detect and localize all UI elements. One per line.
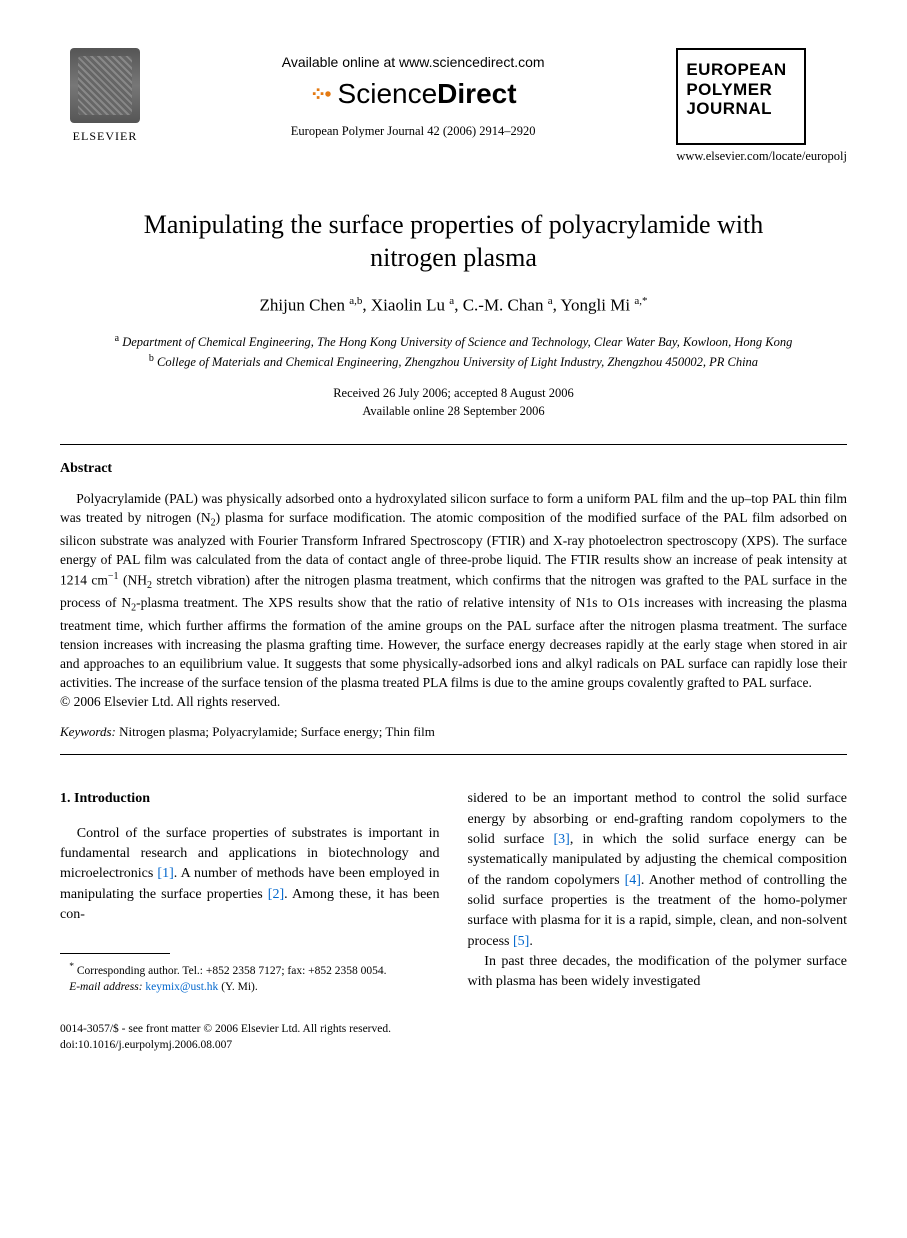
journal-line-1: EUROPEAN (686, 60, 796, 80)
rule-top (60, 444, 847, 445)
doi-line: doi:10.1016/j.eurpolymj.2006.08.007 (60, 1037, 847, 1053)
journal-line-3: JOURNAL (686, 99, 796, 119)
keywords-text: Nitrogen plasma; Polyacrylamide; Surface… (116, 724, 435, 739)
footnote-email: E-mail address: keymix@ust.hk (Y. Mi). (60, 979, 440, 995)
affiliation-a: a Department of Chemical Engineering, Th… (60, 332, 847, 352)
elsevier-tree-icon (70, 48, 140, 123)
keywords-line: Keywords: Nitrogen plasma; Polyacrylamid… (60, 724, 847, 740)
affiliation-b: b College of Materials and Chemical Engi… (60, 352, 847, 372)
article-dates: Received 26 July 2006; accepted 8 August… (60, 385, 847, 420)
bottom-meta: 0014-3057/$ - see front matter © 2006 El… (60, 1021, 847, 1053)
authors-line: Zhijun Chen a,b, Xiaolin Lu a, C.-M. Cha… (60, 295, 847, 316)
page-container: ELSEVIER Available online at www.science… (0, 0, 907, 1093)
dates-received: Received 26 July 2006; accepted 8 August… (60, 385, 847, 403)
sd-brand-text: ScienceDirect (338, 78, 517, 110)
footnote-corresponding: * Corresponding author. Tel.: +852 2358 … (60, 960, 440, 979)
body-columns: 1. Introduction Control of the surface p… (60, 789, 847, 995)
sciencedirect-logo: ⁘• ScienceDirect (150, 78, 676, 110)
keywords-label: Keywords: (60, 724, 116, 739)
footnote-rule (60, 953, 170, 954)
intro-para-right-2: In past three decades, the modification … (468, 952, 848, 993)
sd-dots-icon: ⁘• (310, 82, 330, 107)
abstract-heading: Abstract (60, 461, 847, 477)
intro-para-left: Control of the surface properties of sub… (60, 824, 440, 925)
rule-bottom (60, 754, 847, 755)
front-matter-line: 0014-3057/$ - see front matter © 2006 El… (60, 1021, 847, 1037)
citation-line: European Polymer Journal 42 (2006) 2914–… (150, 124, 676, 139)
column-left: 1. Introduction Control of the surface p… (60, 789, 440, 995)
affiliations: a Department of Chemical Engineering, Th… (60, 332, 847, 371)
section-1-heading: 1. Introduction (60, 789, 440, 809)
publisher-label: ELSEVIER (73, 129, 138, 144)
article-title: Manipulating the surface properties of p… (100, 208, 807, 276)
intro-para-right-1: sidered to be an important method to con… (468, 789, 848, 951)
email-link[interactable]: keymix@ust.hk (145, 981, 218, 993)
abstract-body: Polyacrylamide (PAL) was physically adso… (60, 489, 847, 692)
journal-url[interactable]: www.elsevier.com/locate/europolj (676, 149, 847, 164)
journal-title-box: EUROPEAN POLYMER JOURNAL (676, 48, 806, 145)
journal-line-2: POLYMER (686, 80, 796, 100)
column-right: sidered to be an important method to con… (468, 789, 848, 995)
center-header: Available online at www.sciencedirect.co… (150, 48, 676, 139)
journal-block: EUROPEAN POLYMER JOURNAL www.elsevier.co… (676, 48, 847, 164)
abstract-block: Abstract Polyacrylamide (PAL) was physic… (60, 461, 847, 710)
available-online-text: Available online at www.sciencedirect.co… (150, 54, 676, 70)
header-row: ELSEVIER Available online at www.science… (60, 48, 847, 164)
abstract-copyright: © 2006 Elsevier Ltd. All rights reserved… (60, 694, 847, 710)
dates-online: Available online 28 September 2006 (60, 403, 847, 421)
publisher-block: ELSEVIER (60, 48, 150, 144)
